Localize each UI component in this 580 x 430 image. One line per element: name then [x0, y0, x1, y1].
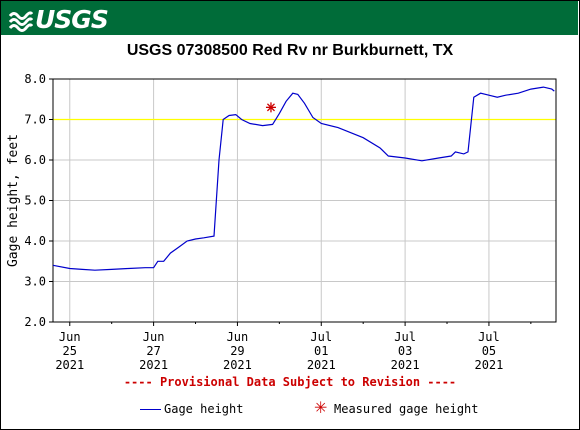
- x-tick-label: 2021: [223, 358, 252, 372]
- legend-measured-star-icon: ✳: [314, 398, 328, 417]
- y-tick-label: 2.0: [24, 315, 46, 329]
- legend-measured-label: Measured gage height: [334, 402, 479, 416]
- plot-area-border: [52, 78, 557, 323]
- x-tick-label: Jul: [394, 330, 416, 344]
- x-tick-label: 2021: [307, 358, 336, 372]
- legend-gage-height-label: Gage height: [164, 402, 244, 416]
- y-tick-label: 8.0: [24, 72, 46, 86]
- y-tick-label: 7.0: [24, 113, 46, 127]
- x-tick-label: 2021: [55, 358, 84, 372]
- x-tick-label: 2021: [474, 358, 503, 372]
- usgs-logo-text: USGS: [35, 5, 109, 34]
- x-tick-label: Jul: [478, 330, 500, 344]
- x-tick-label: 27: [146, 344, 160, 358]
- usgs-logo[interactable]: USGS: [9, 5, 109, 34]
- y-tick-label: 5.0: [24, 194, 46, 208]
- gage-height-line: [52, 86, 555, 271]
- x-tick-label: 25: [63, 344, 77, 358]
- x-tick-label: Jun: [227, 330, 249, 344]
- y-tick-label: 3.0: [24, 275, 46, 289]
- usgs-header-bar: USGS: [1, 1, 578, 35]
- x-tick-label: 03: [398, 344, 412, 358]
- x-tick-label: Jun: [59, 330, 81, 344]
- x-tick-label: 01: [314, 344, 328, 358]
- usgs-wave-icon: [9, 11, 33, 32]
- measured-gage-height-marker: [265, 102, 276, 113]
- y-tick-label: 6.0: [24, 153, 46, 167]
- legend-gage-height-swatch: [140, 409, 161, 410]
- x-tick-label: 2021: [391, 358, 420, 372]
- x-tick-label: Jun: [143, 330, 165, 344]
- x-tick-label: 2021: [139, 358, 168, 372]
- x-tick-label: Jul: [310, 330, 332, 344]
- x-tick-label: 05: [482, 344, 496, 358]
- provisional-note: ---- Provisional Data Subject to Revisio…: [123, 375, 457, 389]
- chart-title: USGS 07308500 Red Rv nr Burkburnett, TX: [126, 42, 454, 59]
- y-tick-label: 4.0: [24, 234, 46, 248]
- y-axis-label: Gage height, feet: [6, 134, 21, 267]
- x-tick-label: 29: [230, 344, 244, 358]
